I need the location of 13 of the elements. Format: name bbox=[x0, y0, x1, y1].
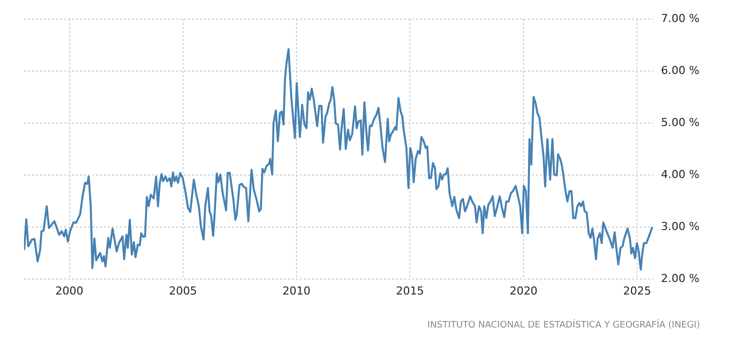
y-tick-label: 3.00 % bbox=[661, 220, 700, 233]
x-tick-label: 2020 bbox=[510, 284, 538, 298]
x-tick-label: 2005 bbox=[168, 284, 197, 298]
x-tick-label: 2015 bbox=[396, 284, 424, 298]
y-tick-label: 2.00 % bbox=[661, 272, 700, 285]
y-tick-label: 5.00 % bbox=[661, 116, 700, 129]
x-tick-label: 2010 bbox=[282, 284, 310, 298]
text: INSTITUTO NACIONAL DE ESTADÍSTICA Y GEOGRAFÍA (INEGI) bbox=[427, 318, 700, 330]
y-tick-label: 7.00 % bbox=[661, 12, 700, 25]
x-tick-label: 2025 bbox=[623, 284, 652, 298]
y-tick-label: 4.00 % bbox=[661, 168, 700, 181]
y-tick-label: 6.00 % bbox=[661, 64, 700, 77]
x-tick-label: 2000 bbox=[55, 284, 84, 298]
